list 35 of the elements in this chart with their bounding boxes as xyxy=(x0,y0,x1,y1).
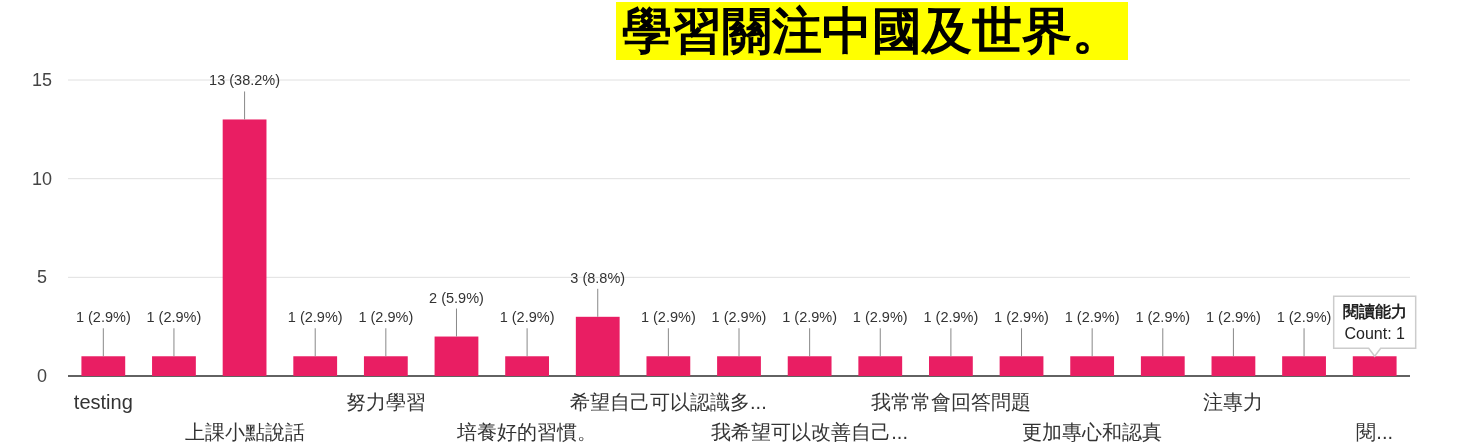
x-tick-label: 我希望可以改善自己... xyxy=(711,421,908,443)
data-label: 1 (2.9%) xyxy=(640,309,696,326)
data-label: 1 (2.9%) xyxy=(923,309,979,326)
data-label: 1 (2.9%) xyxy=(852,309,908,326)
x-tick-label: 注專力 xyxy=(1203,391,1264,413)
x-tick-label: 希望自己可以認識多... xyxy=(570,391,767,413)
text: 學習關注中國及世界。 xyxy=(622,1,1122,60)
data-label: 1 (2.9%) xyxy=(711,309,767,326)
data-label: 1 (2.9%) xyxy=(1135,309,1191,326)
data-label: 13 (38.2%) xyxy=(209,72,281,89)
data-label: 3 (8.8%) xyxy=(570,269,626,286)
data-label: 1 (2.9%) xyxy=(994,309,1049,326)
data-label: 1 (2.9%) xyxy=(1206,309,1261,326)
data-label: 1 (2.9%) xyxy=(782,309,838,326)
x-tick-label: 更加專心和認真 xyxy=(1022,421,1163,443)
y-tick-label: 5 xyxy=(36,267,48,288)
data-label: 1 (2.9%) xyxy=(287,309,343,326)
x-tick-label: 努力學習 xyxy=(345,391,426,413)
data-label: 1 (2.9%) xyxy=(146,309,202,326)
x-tick-label: 閱... xyxy=(1356,421,1394,443)
tooltip-text: Count: 1 xyxy=(1344,325,1405,343)
data-label: 2 (5.9%) xyxy=(429,289,484,306)
tooltip-text: 閱讀能力 xyxy=(1342,303,1407,321)
x-tick-label: 我常常會回答問題 xyxy=(870,391,1031,413)
y-tick-label: 10 xyxy=(31,168,53,189)
data-label: 1 (2.9%) xyxy=(499,309,555,326)
data-label: 1 (2.9%) xyxy=(75,309,131,326)
data-label: 1 (2.9%) xyxy=(1064,309,1120,326)
x-tick-label: testing xyxy=(73,391,133,413)
x-tick-label: 上課小點說話 xyxy=(184,421,305,443)
data-label: 1 (2.9%) xyxy=(1276,309,1332,326)
y-tick-label: 15 xyxy=(31,70,53,90)
y-tick-label: 0 xyxy=(36,366,48,386)
x-tick-label: 培養好的習慣。 xyxy=(456,421,598,443)
data-label: 1 (2.9%) xyxy=(358,309,414,326)
